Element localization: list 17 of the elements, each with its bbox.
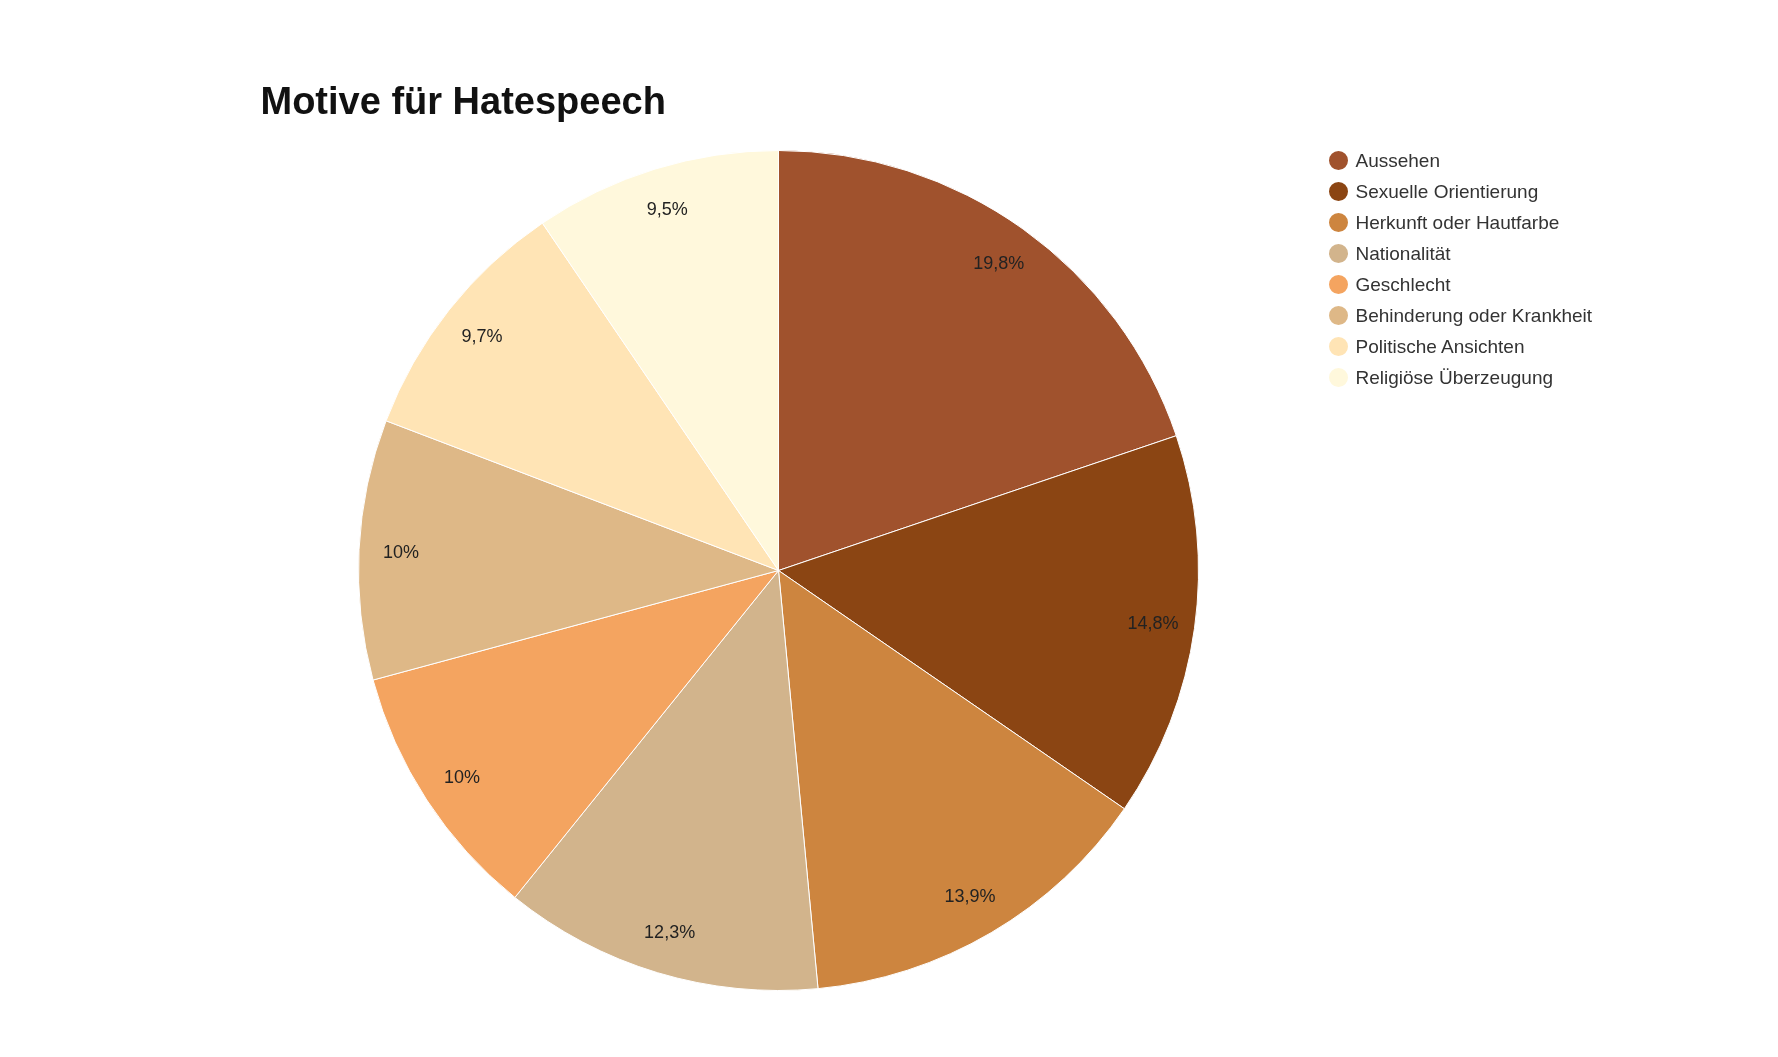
legend-label: Aussehen	[1355, 150, 1441, 171]
legend-label: Religiöse Überzeugung	[1355, 367, 1554, 388]
legend-label: Nationalität	[1355, 243, 1452, 264]
data-label: 10%	[382, 541, 419, 562]
legend-label: Sexuelle Orientierung	[1355, 181, 1539, 202]
chart-title: Motive für Hatespeech	[260, 79, 666, 122]
data-label: 9,5%	[646, 199, 688, 220]
data-label: 10%	[443, 767, 480, 788]
legend-label: Politische Ansichten	[1355, 336, 1525, 357]
data-label: 14,8%	[1127, 612, 1179, 633]
legend-label: Behinderung oder Krankheit	[1355, 305, 1593, 326]
data-label: 9,7%	[461, 326, 503, 347]
legend-label: Geschlecht	[1355, 274, 1452, 295]
data-label: 19,8%	[973, 253, 1025, 274]
data-label: 12,3%	[644, 922, 696, 943]
legend-label: Herkunft oder Hautfarbe	[1355, 212, 1560, 233]
data-label: 13,9%	[944, 886, 996, 907]
